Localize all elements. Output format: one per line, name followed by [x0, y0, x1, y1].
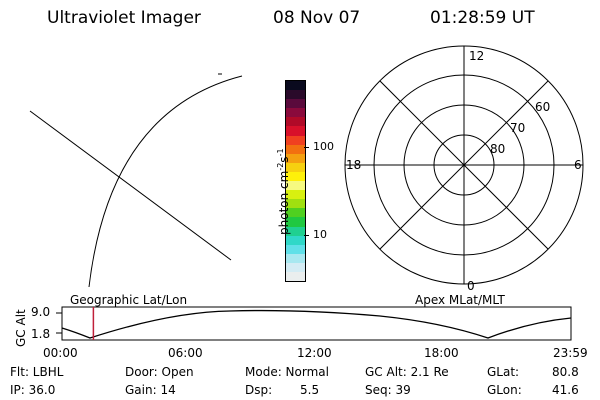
colorbar-swatch-6: [286, 135, 305, 145]
mlat-label-80: 80: [490, 142, 505, 156]
apex-mlat-mlt-label: Apex MLat/MLT: [415, 293, 505, 307]
colorbar-swatch-8: [286, 153, 305, 163]
glon-label: GLon:: [487, 383, 522, 397]
colorbar-swatch-15: [286, 217, 305, 227]
date-readout: 08 Nov 07: [273, 8, 361, 28]
polar-diagonal-b: [379, 80, 549, 250]
colorbar-swatch-17: [286, 235, 305, 245]
colorbar-swatch-10: [286, 171, 305, 182]
mlat-label-60: 60: [535, 100, 550, 114]
colorbar-swatch-9: [286, 162, 305, 172]
colorbar-tick-100: 100: [313, 140, 334, 153]
map-latitude-line: [29, 110, 232, 261]
colorbar-swatch-3: [286, 108, 305, 118]
gc-alt-readout: GC Alt: 2.1 Re: [365, 365, 449, 379]
glon-value: 41.6: [552, 383, 579, 397]
mlt-label-18: 18: [346, 158, 361, 172]
color-scale-bar: [285, 80, 306, 282]
gain-readout: Gain: 14: [125, 383, 176, 397]
colorbar-swatch-18: [286, 244, 305, 254]
colorbar-swatch-4: [286, 117, 305, 127]
y-tick-low: 1.8: [31, 327, 51, 341]
mode-readout: Mode: Normal: [245, 365, 329, 379]
map-longitude-arc: [88, 75, 243, 288]
colorbar-swatch-0: [286, 81, 305, 91]
x-tick-0000: 00:00: [43, 346, 78, 360]
colorbar-swatch-21: [286, 271, 305, 282]
time-readout: 01:28:59 UT: [430, 8, 535, 28]
geographic-map: [29, 73, 243, 288]
colorbar-swatch-13: [286, 199, 305, 209]
y-tick-high: 9.0: [31, 305, 51, 319]
x-tick-2359: 23:59: [553, 346, 588, 360]
mlt-label-12: 12: [469, 49, 484, 63]
door-readout: Door: Open: [125, 365, 194, 379]
glat-label: GLat:: [487, 365, 520, 379]
geographic-latlon-label: Geographic Lat/Lon: [70, 293, 188, 307]
dsp-value: 5.5: [300, 383, 320, 397]
filter-readout: Flt: LBHL: [10, 365, 64, 379]
x-tick-0600: 06:00: [168, 346, 203, 360]
colorbar-swatch-14: [286, 208, 305, 218]
colorbar-tick-10: 10: [313, 228, 327, 241]
mlt-label-6: 6: [574, 158, 582, 172]
mlt-label-0: 0: [467, 279, 475, 293]
dsp-label: Dsp:: [245, 383, 273, 397]
colorbar-swatch-19: [286, 253, 305, 263]
colorbar-swatch-1: [286, 90, 305, 100]
seq-readout: Seq: 39: [365, 383, 411, 397]
colorbar-tick-100-mark: [304, 147, 309, 148]
colorbar-swatch-2: [286, 99, 305, 109]
colorbar-swatch-7: [286, 144, 305, 154]
colorbar-swatch-12: [286, 190, 305, 200]
colorbar-swatch-16: [286, 226, 305, 236]
colorbar-tick-10-mark: [304, 235, 309, 236]
ip-readout: IP: 36.0: [10, 383, 56, 397]
timeline-frame: [61, 306, 572, 341]
mlat-label-70: 70: [510, 121, 525, 135]
x-tick-1200: 12:00: [297, 346, 332, 360]
app-title: Ultraviolet Imager: [47, 8, 201, 28]
altitude-curve: [61, 309, 572, 339]
colorbar-swatch-20: [286, 262, 305, 272]
x-tick-1800: 18:00: [424, 346, 459, 360]
glat-value: 80.8: [552, 365, 579, 379]
colorbar-swatch-5: [286, 126, 305, 136]
colorbar-swatch-11: [286, 181, 305, 191]
